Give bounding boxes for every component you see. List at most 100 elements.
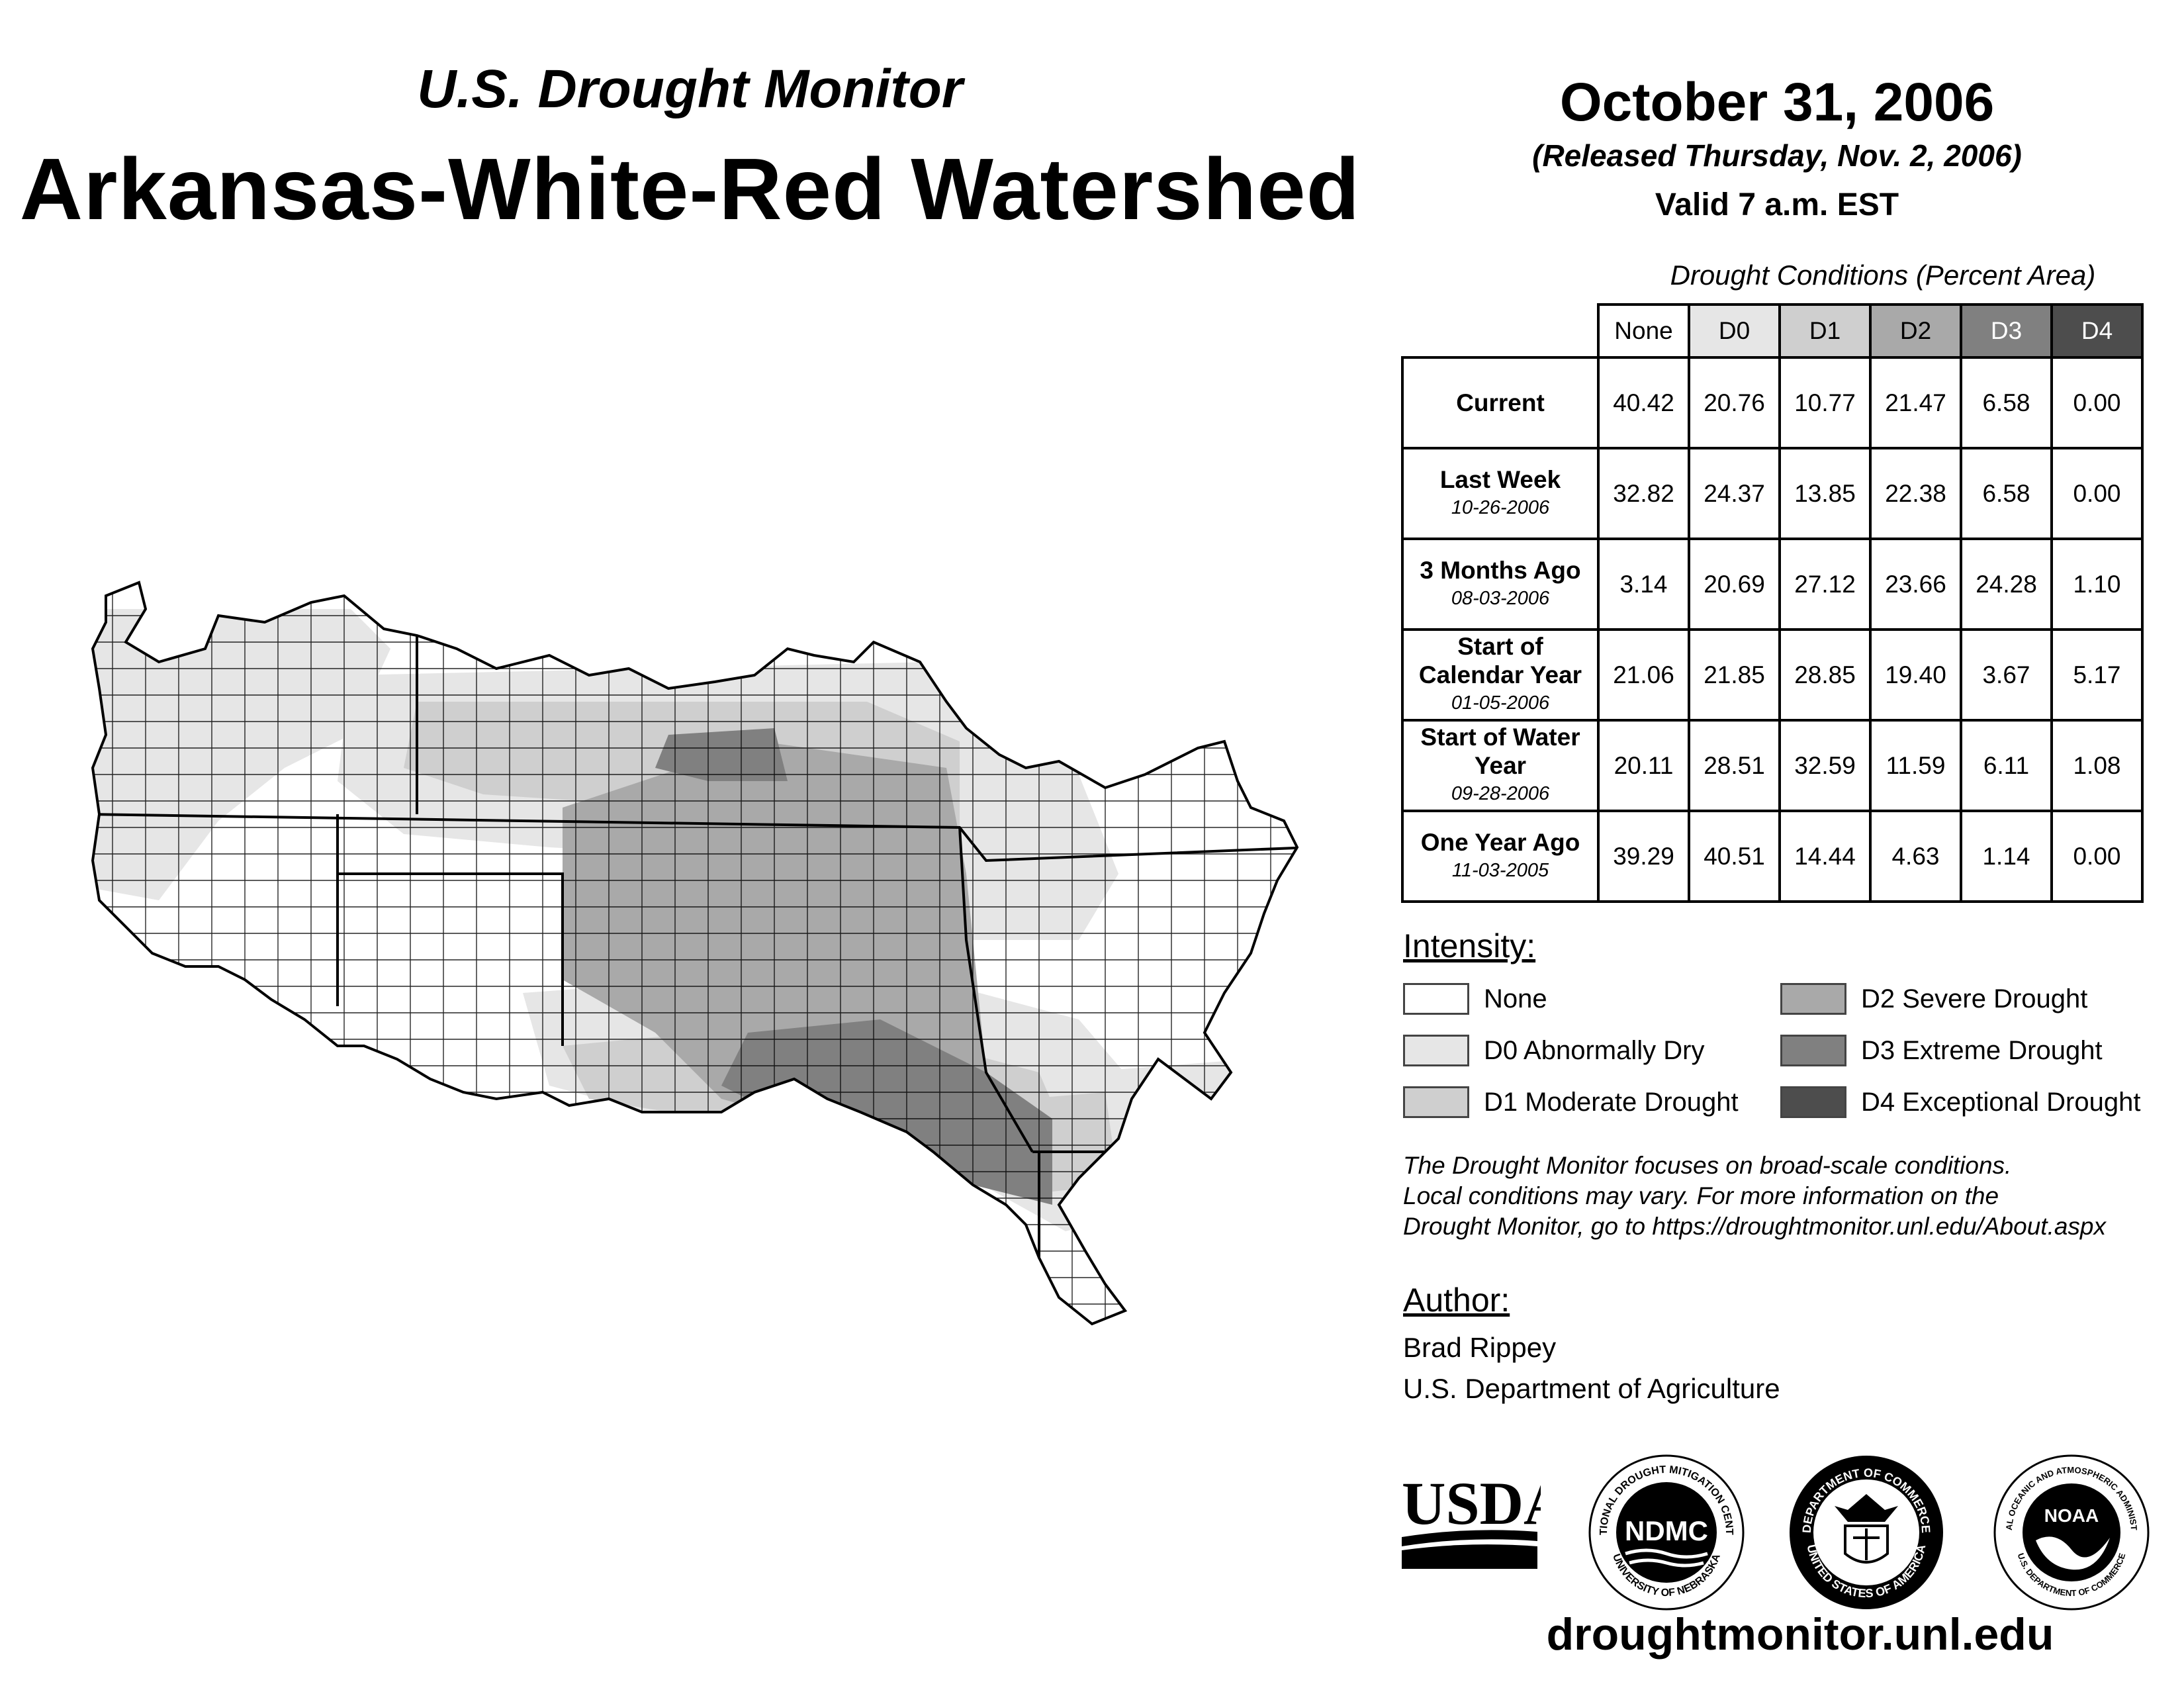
legend-label: D3 Extreme Drought <box>1861 1035 2103 1065</box>
table-cell: 5.17 <box>2050 628 2144 722</box>
valid-time: Valid 7 a.m. EST <box>1655 187 1899 222</box>
legend-label: D2 Severe Drought <box>1861 984 2088 1013</box>
legend-label: None <box>1484 984 1547 1013</box>
row-date: 10-26-2006 <box>1451 496 1550 518</box>
legend-swatch <box>1403 983 1469 1015</box>
eagle-icon <box>1835 1494 1898 1522</box>
row-title: Current <box>1456 389 1545 416</box>
row-date: 08-03-2006 <box>1451 587 1550 609</box>
legend-item: D0 Abnormally Dry <box>1403 1033 1739 1068</box>
col-d4: D4 <box>2050 303 2144 359</box>
table-row: One Year Ago 11-03-2005 39.29 40.51 14.44… <box>1401 810 2144 903</box>
map-subtitle: U.S. Drought Monitor <box>417 59 963 119</box>
row-label: Start of Calendar Year 01-05-2006 <box>1401 628 1600 722</box>
table-row: Start of Calendar Year 01-05-2006 21.06 2… <box>1401 628 2144 722</box>
table-cell: 0.00 <box>2050 447 2144 540</box>
table-corner <box>1402 305 1598 359</box>
table-cell: 1.14 <box>1960 810 2053 903</box>
legend-label: D1 Moderate Drought <box>1484 1087 1739 1117</box>
table-caption: Drought Conditions (Percent Area) <box>1670 259 2096 291</box>
col-d3: D3 <box>1960 303 2053 359</box>
disclaimer-note: The Drought Monitor focuses on broad-sca… <box>1403 1150 2171 1242</box>
legend-col-left: None D0 Abnormally Dry D1 Moderate Droug… <box>1403 981 1739 1120</box>
legend-item: D4 Exceptional Drought <box>1780 1084 2140 1120</box>
table-cell: 20.11 <box>1597 719 1690 812</box>
row-title: 3 Months Ago <box>1420 556 1581 584</box>
table-row: Last Week 10-26-2006 32.82 24.37 13.85 22… <box>1401 447 2144 540</box>
table-cell: 6.58 <box>1960 447 2053 540</box>
table-cell: 11.59 <box>1869 719 1962 812</box>
legend-item: None <box>1403 981 1739 1017</box>
row-date: 11-03-2005 <box>1451 859 1549 881</box>
footer-url[interactable]: droughtmonitor.unl.edu <box>1546 1609 2054 1660</box>
noaa-logo: NATIONAL OCEANIC AND ATMOSPHERIC ADMINIS… <box>1992 1453 2150 1611</box>
table-cell: 3.14 <box>1597 538 1690 631</box>
legend-swatch <box>1403 1035 1469 1066</box>
table-cell: 13.85 <box>1778 447 1872 540</box>
row-label: Current <box>1401 356 1600 449</box>
author-block: Brad Rippey U.S. Department of Agricultu… <box>1403 1327 1780 1409</box>
table-cell: 10.77 <box>1778 356 1872 449</box>
row-title: Start of Calendar Year <box>1418 633 1582 688</box>
note-line: Drought Monitor, go to https://droughtmo… <box>1403 1213 2106 1240</box>
row-label: Start of Water Year 09-28-2006 <box>1401 719 1600 812</box>
row-label: Last Week 10-26-2006 <box>1401 447 1600 540</box>
author-org: U.S. Department of Agriculture <box>1403 1373 1780 1404</box>
table-cell: 1.08 <box>2050 719 2144 812</box>
legend-item: D3 Extreme Drought <box>1780 1033 2140 1068</box>
commerce-seal: DEPARTMENT OF COMMERCE UNITED STATES OF … <box>1790 1456 1943 1609</box>
table-row: Start of Water Year 09-28-2006 20.11 28.5… <box>1401 719 2144 812</box>
legend-item: D2 Severe Drought <box>1780 981 2140 1017</box>
valid-date: October 31, 2006 <box>1559 72 1995 132</box>
release-date: (Released Thursday, Nov. 2, 2006) <box>1532 138 2022 173</box>
table-cell: 14.44 <box>1778 810 1872 903</box>
row-title: Start of Water Year <box>1420 724 1580 779</box>
row-date: 09-28-2006 <box>1451 783 1550 804</box>
noaa-logo-text: NOAA <box>2044 1505 2099 1526</box>
legend-heading: Intensity: <box>1403 927 1536 964</box>
table-cell: 23.66 <box>1869 538 1962 631</box>
table-cell: 19.40 <box>1869 628 1962 722</box>
bird-icon <box>2036 1536 2110 1570</box>
legend-swatch <box>1780 1086 1846 1118</box>
table-cell: 21.85 <box>1688 628 1781 722</box>
table-cell: 28.85 <box>1778 628 1872 722</box>
legend-label: D4 Exceptional Drought <box>1861 1087 2141 1117</box>
legend-swatch <box>1403 1086 1469 1118</box>
table-cell: 24.28 <box>1960 538 2053 631</box>
row-title: One Year Ago <box>1420 828 1580 856</box>
row-label: One Year Ago 11-03-2005 <box>1401 810 1600 903</box>
table-row: 3 Months Ago 08-03-2006 3.14 20.69 27.12 … <box>1401 538 2144 631</box>
legend-label: D0 Abnormally Dry <box>1484 1035 1705 1065</box>
map-title: Arkansas-White-Red Watershed <box>19 140 1361 238</box>
table-cell: 20.76 <box>1688 356 1781 449</box>
table-cell: 27.12 <box>1778 538 1872 631</box>
usda-logo-text: USDA <box>1402 1470 1541 1537</box>
table-cell: 32.59 <box>1778 719 1872 812</box>
table-cell: 39.29 <box>1597 810 1690 903</box>
drought-table: None D0 D1 D2 D3 D4 Current 40.42 20.76 … <box>1401 303 2144 903</box>
legend-swatch <box>1780 1035 1846 1066</box>
table-header-row: None D0 D1 D2 D3 D4 <box>1402 303 2144 359</box>
table-cell: 21.47 <box>1869 356 1962 449</box>
legend-col-right: D2 Severe Drought D3 Extreme Drought D4 … <box>1780 981 2140 1120</box>
usda-logo: USDA <box>1402 1470 1541 1569</box>
legend-swatch <box>1780 983 1846 1015</box>
table-cell: 4.63 <box>1869 810 1962 903</box>
note-line: Local conditions may vary. For more info… <box>1403 1182 1999 1209</box>
col-d0: D0 <box>1688 303 1781 359</box>
col-d1: D1 <box>1778 303 1872 359</box>
table-cell: 0.00 <box>2050 810 2144 903</box>
table-cell: 21.06 <box>1597 628 1690 722</box>
legend-item: D1 Moderate Drought <box>1403 1084 1739 1120</box>
note-line: The Drought Monitor focuses on broad-sca… <box>1403 1152 2012 1179</box>
author-name: Brad Rippey <box>1403 1332 1557 1363</box>
table-cell: 22.38 <box>1869 447 1962 540</box>
row-title: Last Week <box>1439 465 1561 493</box>
table-row: Current 40.42 20.76 10.77 21.47 6.58 0.0… <box>1401 356 2144 449</box>
table-cell: 40.42 <box>1597 356 1690 449</box>
row-label: 3 Months Ago 08-03-2006 <box>1401 538 1600 631</box>
ndmc-logo: NATIONAL DROUGHT MITIGATION CENTER UNIVE… <box>1587 1453 1745 1611</box>
table-cell: 28.51 <box>1688 719 1781 812</box>
table-cell: 20.69 <box>1688 538 1781 631</box>
